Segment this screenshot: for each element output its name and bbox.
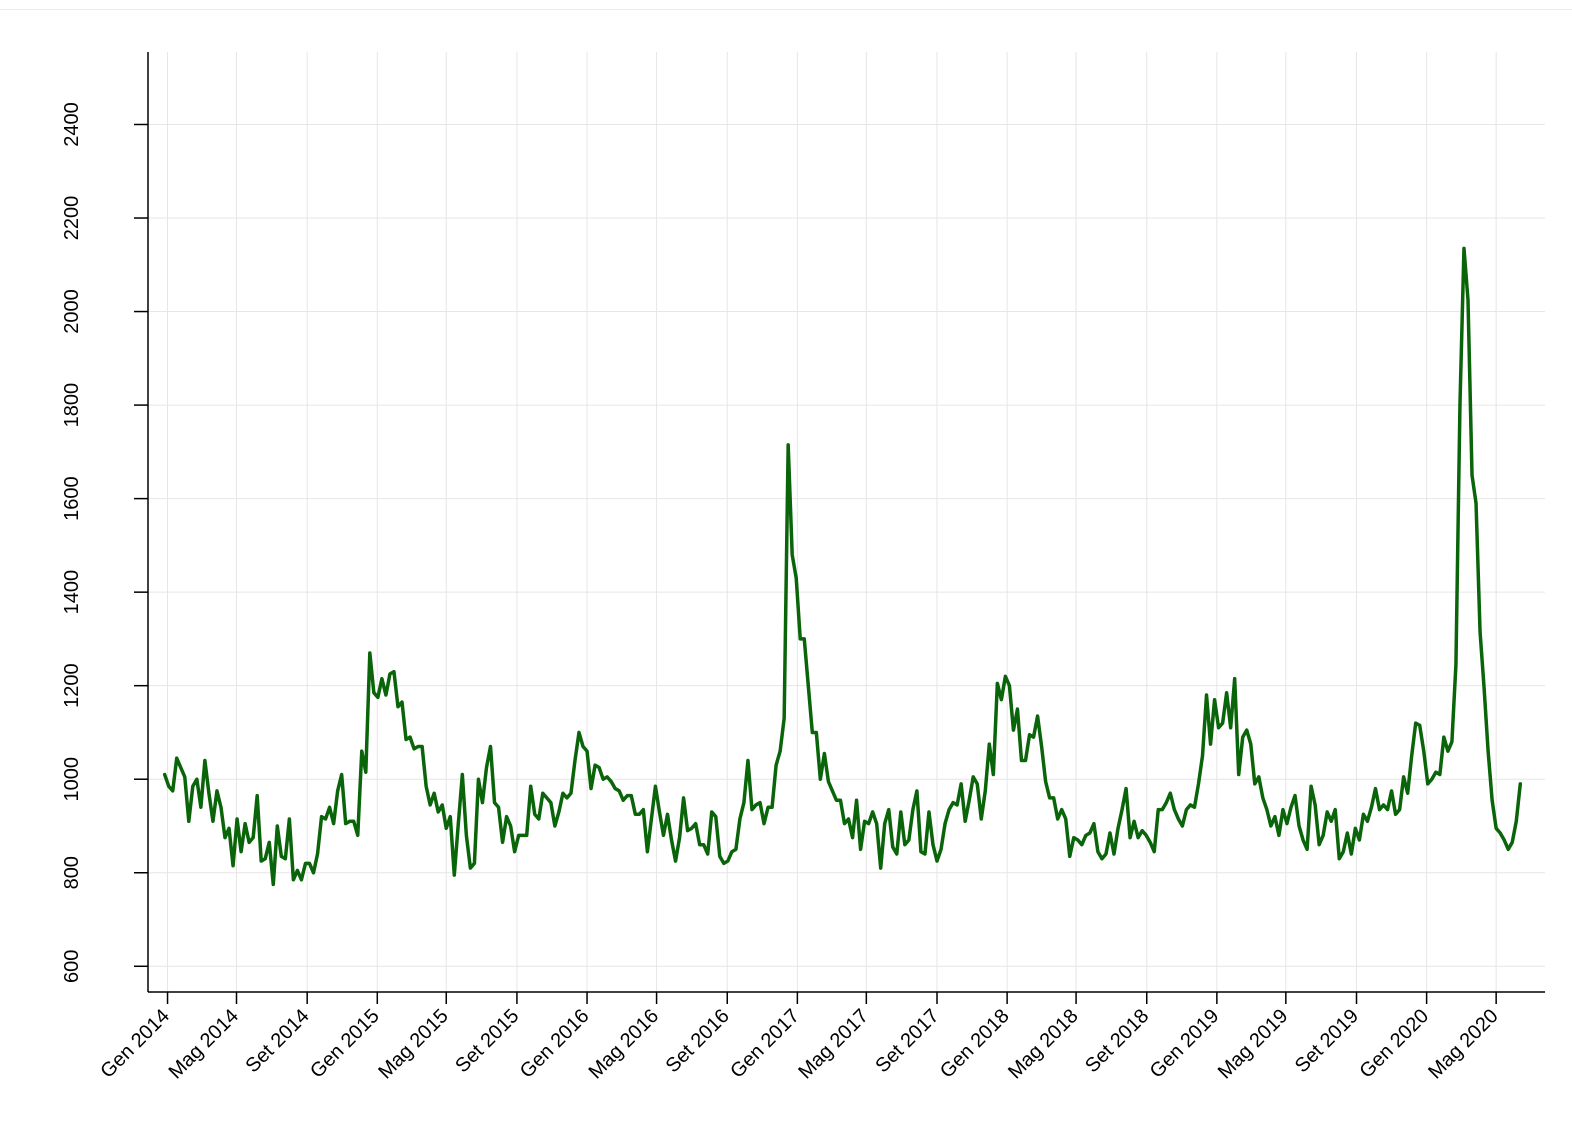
x-tick-label: Mag 2014 [165, 1005, 243, 1083]
y-tick-label: 2000 [61, 289, 83, 334]
page-top-rule [0, 9, 1572, 10]
axes [134, 52, 1545, 1004]
x-tick-label: Gen 2018 [936, 1005, 1014, 1083]
y-tick-label: 1000 [61, 757, 83, 802]
x-tick-label: Set 2015 [451, 1005, 523, 1077]
y-tick-label: 1200 [61, 663, 83, 708]
y-tick-label: 1600 [61, 476, 83, 521]
x-tick-label: Gen 2014 [96, 1005, 174, 1083]
x-tick-label: Mag 2016 [585, 1005, 663, 1083]
x-tick-label: Mag 2019 [1214, 1005, 1292, 1083]
x-tick-label: Gen 2017 [726, 1005, 804, 1083]
gridlines [148, 52, 1545, 992]
y-tick-label: 1800 [61, 383, 83, 428]
x-tick-label: Gen 2020 [1355, 1005, 1433, 1083]
x-tick-label: Gen 2016 [516, 1005, 594, 1083]
x-tick-label: Mag 2018 [1004, 1005, 1082, 1083]
y-tick-label: 2200 [61, 196, 83, 241]
x-tick-label: Set 2016 [662, 1005, 734, 1077]
x-tick-label: Mag 2015 [374, 1005, 452, 1083]
x-tick-label: Mag 2020 [1424, 1005, 1502, 1083]
x-tick-label: Gen 2015 [306, 1005, 384, 1083]
x-tick-label: Set 2018 [1081, 1005, 1153, 1077]
x-tick-label: Set 2019 [1291, 1005, 1363, 1077]
series-layer [162, 246, 1523, 887]
y-tick-label: 2400 [61, 102, 83, 147]
x-tick-label: Gen 2019 [1146, 1005, 1224, 1083]
y-tick-label: 800 [61, 856, 83, 889]
x-tick-label: Mag 2017 [794, 1005, 872, 1083]
y-tick-labels: 600 800 1000 1200 1400 1600 1800 2000 2200 2400 [61, 102, 83, 983]
x-tick-label: Set 2014 [242, 1005, 314, 1077]
series-line [162, 246, 1523, 887]
y-tick-label: 600 [61, 950, 83, 983]
y-tick-label: 1400 [61, 570, 83, 615]
x-tick-label: Set 2017 [871, 1005, 943, 1077]
